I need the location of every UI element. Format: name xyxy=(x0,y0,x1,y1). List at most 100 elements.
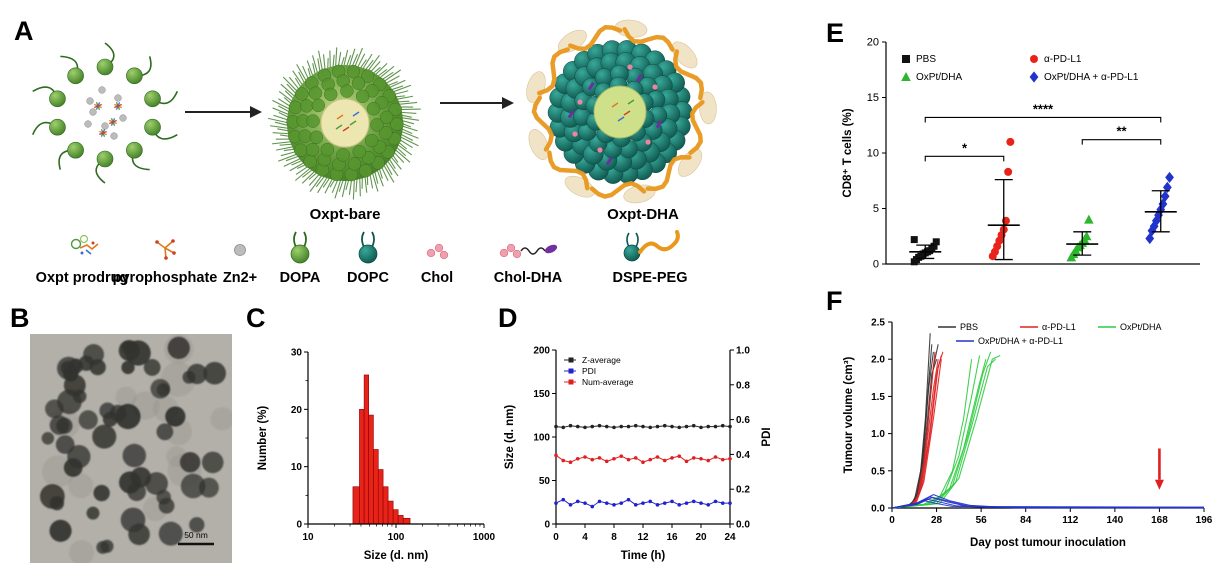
svg-text:0.0: 0.0 xyxy=(871,504,885,515)
dopa-icon xyxy=(290,231,310,264)
f-series-OxPt/DHA + α-PD-L1 xyxy=(891,493,1205,509)
svg-text:2.5: 2.5 xyxy=(871,318,885,329)
e-significance-****: **** xyxy=(924,101,1162,123)
arrow-right-icon xyxy=(185,106,262,118)
svg-text:12: 12 xyxy=(637,532,649,543)
f-series-OxPt/DHA xyxy=(891,351,1001,509)
svg-text:0.2: 0.2 xyxy=(736,485,750,496)
zinc-ion-icon xyxy=(234,244,246,256)
svg-text:0.4: 0.4 xyxy=(736,450,750,461)
panel-label-c: C xyxy=(246,303,266,333)
svg-text:4: 4 xyxy=(582,532,588,543)
svg-text:20: 20 xyxy=(695,532,707,543)
chol-dha-icon xyxy=(499,243,558,259)
c-bars xyxy=(352,374,411,525)
panel-label-a: A xyxy=(14,16,34,46)
e-ylabel: CD8⁺ T cells (%) xyxy=(842,108,854,197)
e-legend-OxPt/DHA: OxPt/DHA xyxy=(916,72,962,83)
e-legend-PBS: PBS xyxy=(916,54,936,65)
f-ylabel: Tumour volume (cm³) xyxy=(843,356,855,473)
legend-label-pyrophosphate: pyrophosphate xyxy=(113,270,218,286)
e-significance-*: * xyxy=(924,140,1005,162)
svg-text:196: 196 xyxy=(1196,515,1213,526)
tem-scale-bar-label: 50 nm xyxy=(184,530,208,540)
svg-text:84: 84 xyxy=(1020,515,1032,526)
tem-nanoparticles xyxy=(39,334,232,563)
panel-label-f: F xyxy=(826,286,843,316)
svg-text:20: 20 xyxy=(291,405,303,416)
svg-text:1.5: 1.5 xyxy=(871,392,885,403)
e-significance-**: ** xyxy=(1081,124,1162,145)
svg-text:200: 200 xyxy=(533,346,550,357)
f-legend-OxPt/DHA + α-PD-L1: OxPt/DHA + α-PD-L1 xyxy=(978,336,1063,346)
svg-text:140: 140 xyxy=(1107,515,1124,526)
e-group-α-PD-L1 xyxy=(988,137,1015,261)
svg-text:16: 16 xyxy=(666,532,678,543)
oxpt-prodrug-icon xyxy=(70,234,99,255)
svg-text:1.0: 1.0 xyxy=(736,346,750,357)
svg-text:0.8: 0.8 xyxy=(736,380,750,391)
svg-text:10: 10 xyxy=(291,462,303,473)
svg-text:0.6: 0.6 xyxy=(736,415,750,426)
svg-text:24: 24 xyxy=(724,532,736,543)
c-xlabel: Size (d. nm) xyxy=(364,550,429,562)
d-xlabel: Time (h) xyxy=(621,550,666,562)
svg-text:0: 0 xyxy=(544,520,550,531)
svg-text:0: 0 xyxy=(296,520,302,531)
c-ylabel: Number (%) xyxy=(257,406,269,471)
svg-text:100: 100 xyxy=(388,532,405,543)
svg-text:20: 20 xyxy=(867,37,879,49)
dspe-peg-icon xyxy=(623,230,680,262)
panel-b-tem-image: 50 nm xyxy=(30,334,232,563)
d-legend-Z-average: Z-average xyxy=(582,355,621,365)
d-legend-PDI: PDI xyxy=(582,366,596,376)
dopc-icon xyxy=(358,231,378,264)
c-axes xyxy=(307,352,484,525)
svg-text:0.5: 0.5 xyxy=(871,466,885,477)
panel-label-e: E xyxy=(826,18,845,48)
svg-text:1.0: 1.0 xyxy=(871,429,885,440)
f-legend-α-PD-L1: α-PD-L1 xyxy=(1042,322,1076,332)
panel-label-d: D xyxy=(498,303,518,333)
panel-label-b: B xyxy=(10,303,30,333)
legend-label-oxpt-prodrug: Oxpt prodrug xyxy=(36,270,129,286)
d-series-Z-average xyxy=(554,423,732,430)
legend-label-chol: Chol xyxy=(421,270,453,286)
f-legend-OxPt/DHA: OxPt/DHA xyxy=(1120,322,1162,332)
svg-text:150: 150 xyxy=(533,389,550,400)
e-legend-OxPt/DHA + α-PD-L1: OxPt/DHA + α-PD-L1 xyxy=(1044,72,1139,83)
svg-text:0.0: 0.0 xyxy=(736,520,750,531)
f-xlabel: Day post tumour inoculation xyxy=(970,537,1126,549)
chol-icon xyxy=(426,243,449,260)
f-treatment-arrow-icon xyxy=(1154,448,1164,490)
d-legend-Num-average: Num-average xyxy=(582,377,634,387)
oxpt-bare-nanoparticle-illustration xyxy=(268,47,421,200)
d-ylabel-right: PDI xyxy=(761,427,773,446)
svg-text:15: 15 xyxy=(867,92,879,104)
e-errorbar-OxPt/DHA + α-PD-L1 xyxy=(1144,190,1177,233)
svg-text:30: 30 xyxy=(291,348,303,359)
e-errorbar-PBS xyxy=(909,244,942,260)
svg-text:5: 5 xyxy=(873,203,879,215)
svg-text:0: 0 xyxy=(873,259,879,271)
arrow-right-icon xyxy=(440,97,514,109)
oxpt-bare-label: Oxpt-bare xyxy=(310,206,381,223)
svg-text:10: 10 xyxy=(867,148,879,160)
d-ylabel-left: Size (d. nm) xyxy=(504,405,516,470)
svg-text:28: 28 xyxy=(931,515,943,526)
d-series-Num-average xyxy=(554,453,732,465)
e-group-OxPt/DHA xyxy=(1066,214,1094,262)
svg-text:****: **** xyxy=(1033,101,1054,116)
svg-text:56: 56 xyxy=(976,515,988,526)
legend-label-dopc: DOPC xyxy=(347,270,389,286)
svg-text:112: 112 xyxy=(1062,515,1079,526)
svg-text:1000: 1000 xyxy=(473,532,496,543)
svg-text:8: 8 xyxy=(611,532,617,543)
svg-text:0: 0 xyxy=(553,532,559,543)
svg-text:50: 50 xyxy=(539,476,551,487)
e-group-OxPt/DHA + α-PD-L1 xyxy=(1145,171,1174,245)
legend-label-dopa: DOPA xyxy=(280,270,321,286)
f-legend-PBS: PBS xyxy=(960,322,978,332)
